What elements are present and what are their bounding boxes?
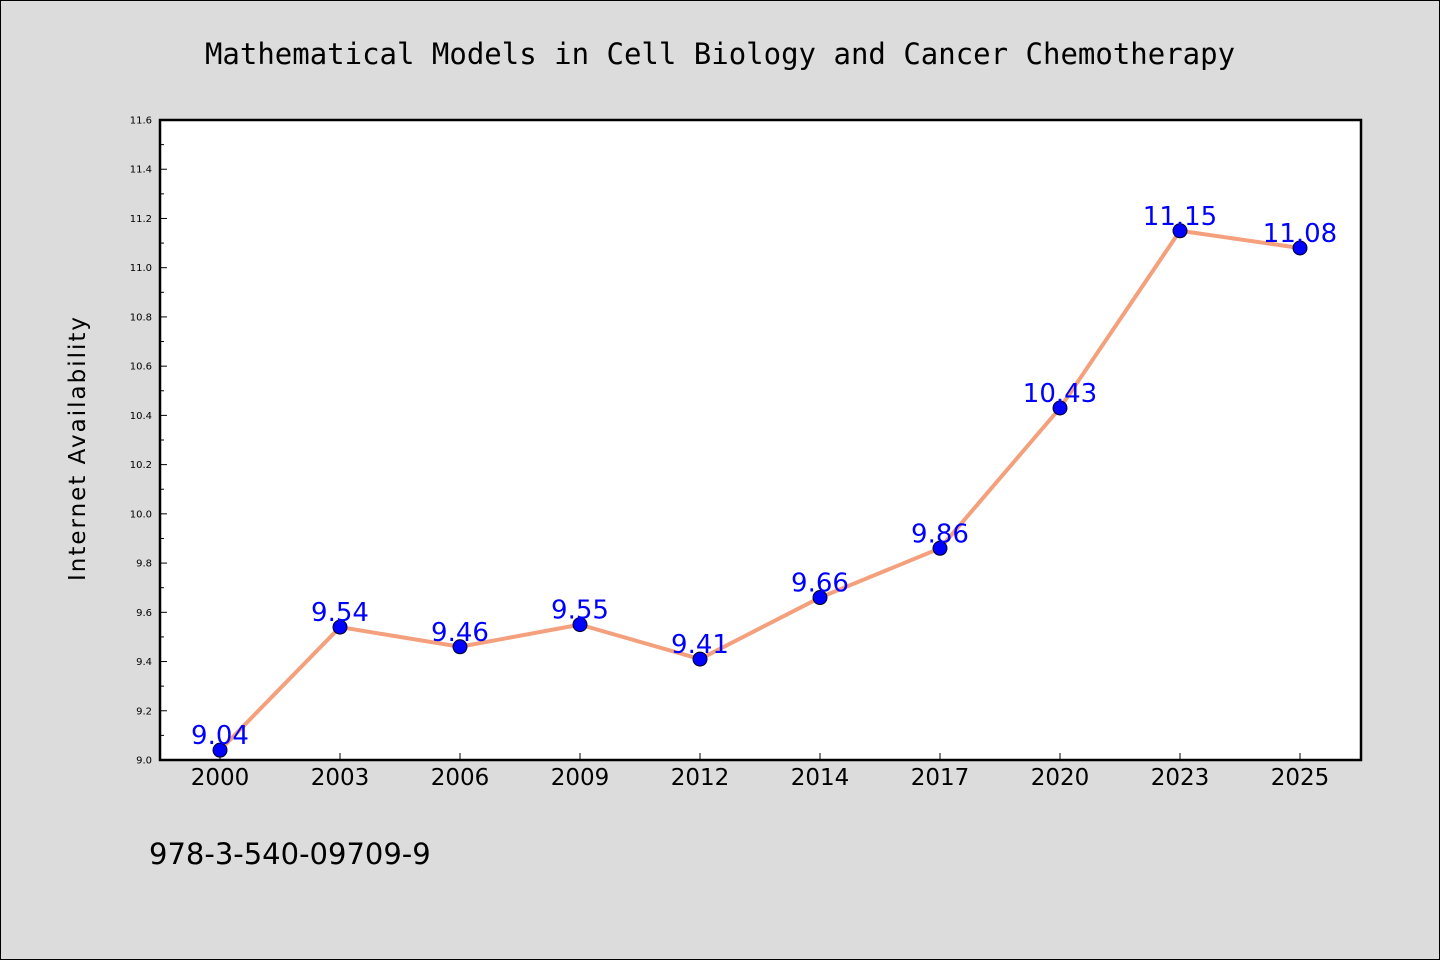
data-label: 11.15 xyxy=(1143,202,1217,232)
y-tick-label: 11.0 xyxy=(130,263,152,274)
y-tick-label: 9.2 xyxy=(136,706,152,717)
data-label: 9.54 xyxy=(311,598,369,628)
x-tick-label: 2023 xyxy=(1151,765,1210,791)
chart-title: Mathematical Models in Cell Biology and … xyxy=(205,37,1235,71)
x-tick-label: 2014 xyxy=(791,765,850,791)
data-point xyxy=(692,651,708,667)
x-tick-label: 2006 xyxy=(431,765,490,791)
y-tick-label: 10.6 xyxy=(130,362,152,373)
data-point xyxy=(1052,400,1068,416)
data-point xyxy=(1172,223,1188,239)
data-label: 9.04 xyxy=(191,721,249,751)
data-point xyxy=(812,590,828,606)
y-tick-label: 10.4 xyxy=(130,411,152,422)
data-point xyxy=(572,617,588,633)
data-label: 9.41 xyxy=(671,630,729,660)
y-axis-ticks: 9.0 9.2 9.4 9.6 9.8 10.0 10.2 10.4 10.6 10.8 11.0 1… xyxy=(130,116,167,767)
series-line-group xyxy=(218,228,1301,752)
series-line xyxy=(218,228,1301,752)
y-tick-label: 11.2 xyxy=(130,214,152,225)
y-tick-label: 11.4 xyxy=(130,165,152,176)
series-points-group xyxy=(212,223,1308,758)
x-tick-label: 2012 xyxy=(671,765,730,791)
x-tick-label: 2003 xyxy=(311,765,370,791)
y-tick-label: 10.0 xyxy=(130,509,152,520)
y-tick-label: 9.4 xyxy=(136,657,152,668)
data-label: 10.43 xyxy=(1023,379,1097,409)
x-tick-label: 2009 xyxy=(551,765,610,791)
data-point xyxy=(452,639,468,655)
data-point xyxy=(932,540,948,556)
data-point xyxy=(1292,240,1308,256)
x-tick-label: 2025 xyxy=(1271,765,1330,791)
data-label: 9.66 xyxy=(791,569,849,599)
y-tick-label: 10.2 xyxy=(130,460,152,471)
plot-area xyxy=(158,118,1363,762)
data-label: 9.46 xyxy=(431,618,489,648)
y-tick-label: 9.8 xyxy=(136,559,152,570)
y-axis-label: Internet Availability xyxy=(65,315,91,581)
y-tick-label: 10.8 xyxy=(130,312,152,323)
y-tick-label: 11.6 xyxy=(130,116,152,127)
data-label: 9.86 xyxy=(911,519,969,549)
x-tick-label: 2017 xyxy=(911,765,970,791)
data-point xyxy=(212,742,228,758)
isbn-label: 978-3-540-09709-9 xyxy=(149,837,431,871)
data-point xyxy=(332,619,348,635)
data-label: 11.08 xyxy=(1263,219,1337,249)
x-axis-ticks: 2000 2003 2006 2009 2012 2014 2017 2020 2023 2025 xyxy=(191,753,1330,791)
x-tick-label: 2020 xyxy=(1031,765,1090,791)
x-tick-label: 2000 xyxy=(191,765,250,791)
y-tick-label: 9.6 xyxy=(136,608,152,619)
y-tick-label: 9.0 xyxy=(136,756,152,767)
data-labels-group: 9.04 9.54 9.46 9.55 9.41 9.66 9.86 10.43 11.15 11… xyxy=(191,202,1337,751)
data-label: 9.55 xyxy=(551,596,609,626)
